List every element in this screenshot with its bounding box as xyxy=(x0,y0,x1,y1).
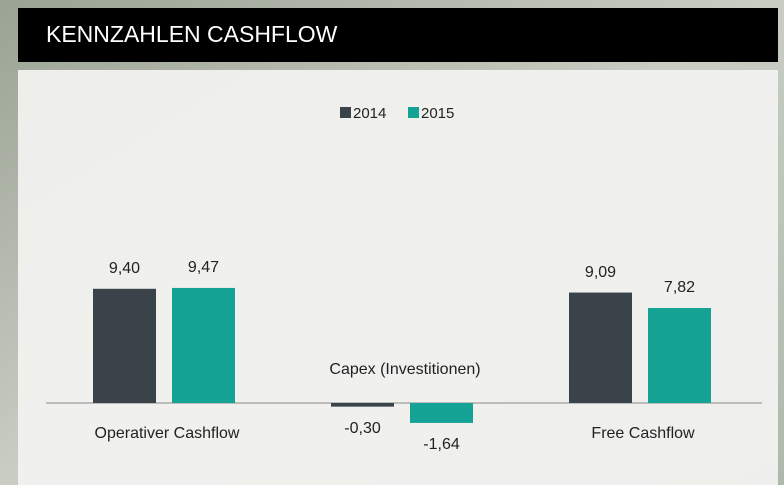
header-bar xyxy=(18,8,778,62)
legend-swatch xyxy=(408,107,419,118)
x-tick-label: Operativer Cashflow xyxy=(95,425,240,442)
value-label: -0,30 xyxy=(344,420,381,437)
value-label: 9,40 xyxy=(109,260,140,277)
bar xyxy=(569,292,632,403)
legend-label: 2014 xyxy=(353,105,386,122)
panel xyxy=(18,70,778,485)
bar xyxy=(93,288,156,403)
legend-label: 2015 xyxy=(421,105,454,122)
bar xyxy=(648,307,711,403)
value-label: -1,64 xyxy=(423,436,460,453)
bar xyxy=(410,403,473,423)
bar xyxy=(331,403,394,407)
bar xyxy=(172,287,235,403)
value-label: 9,09 xyxy=(585,264,616,281)
legend-swatch xyxy=(340,107,351,118)
value-label: 7,82 xyxy=(664,279,695,296)
x-tick-label: Free Cashflow xyxy=(591,425,695,442)
value-label: 9,47 xyxy=(188,259,219,276)
chart-title: KENNZAHLEN CASHFLOW xyxy=(46,21,338,47)
x-tick-label: Capex (Investitionen) xyxy=(329,361,480,378)
